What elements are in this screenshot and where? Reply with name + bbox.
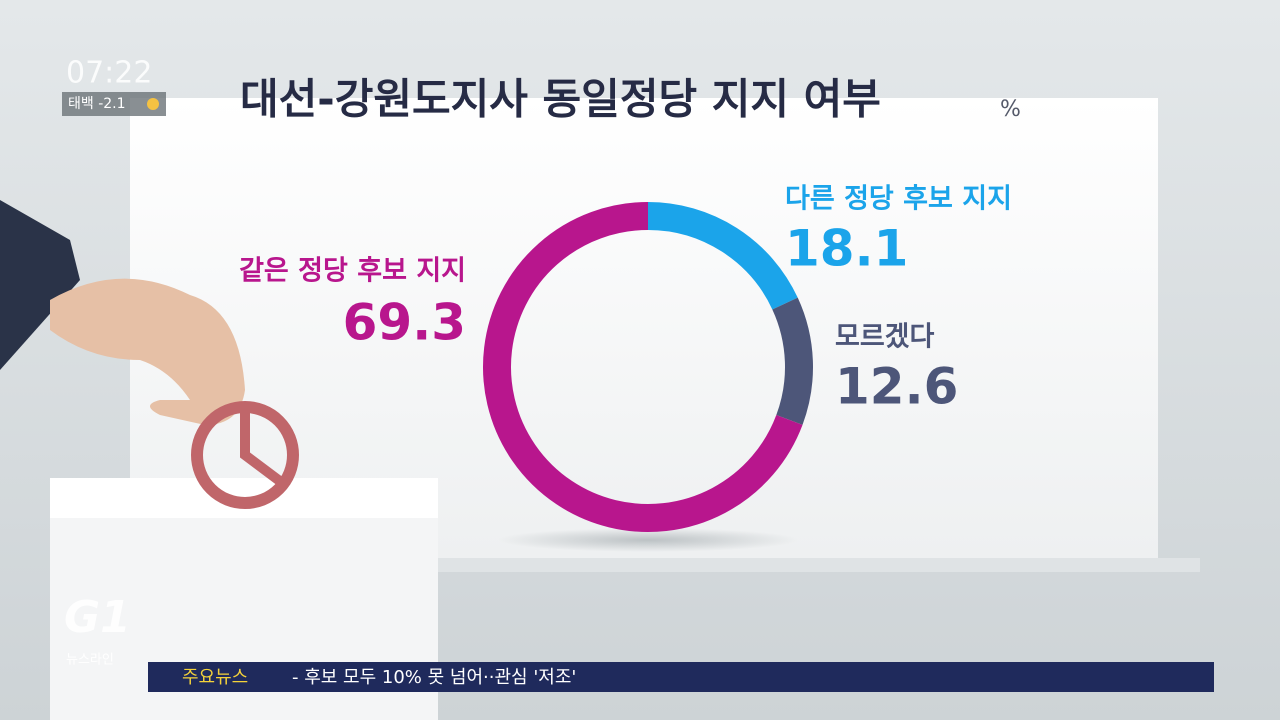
- ticker-bar: [148, 662, 1214, 692]
- ticker-label: 주요뉴스: [182, 667, 248, 688]
- sleeve: [0, 200, 80, 370]
- unit: %: [1000, 97, 1021, 122]
- value-label: 69.3: [343, 294, 466, 352]
- donut-slice: [772, 297, 813, 425]
- clock: 07:22: [66, 56, 152, 91]
- donut-slice: [647, 202, 798, 310]
- hand: [50, 278, 245, 425]
- slice-label: 같은 정당 후보 지지: [239, 256, 466, 287]
- slice-label: 다른 정당 후보 지지: [785, 184, 1012, 215]
- chart-title: 대선-강원도지사 동일정당 지지 여부: [240, 75, 881, 124]
- ballot-stamp-mark: [240, 410, 288, 489]
- slice-label: 모르겠다: [835, 322, 935, 353]
- ticker-text: - 후보 모두 10% 못 넘어··관심 '저조': [292, 667, 576, 688]
- value-label: 18.1: [785, 220, 908, 278]
- plot: 다른 정당 후보 지지 18.1 모르겠다 12.6 같은 정당 후보 지지 69.3: [239, 184, 1012, 532]
- weather: 태백 -2.1: [68, 96, 126, 112]
- weather-icon: [147, 98, 159, 110]
- ballot-stamp: [191, 401, 299, 509]
- program-name: 뉴스라인: [66, 653, 114, 668]
- donut-slice: [483, 202, 803, 532]
- value-label: 12.6: [835, 358, 958, 416]
- donut-shadow: [498, 528, 798, 552]
- channel-logo: G1: [64, 592, 131, 643]
